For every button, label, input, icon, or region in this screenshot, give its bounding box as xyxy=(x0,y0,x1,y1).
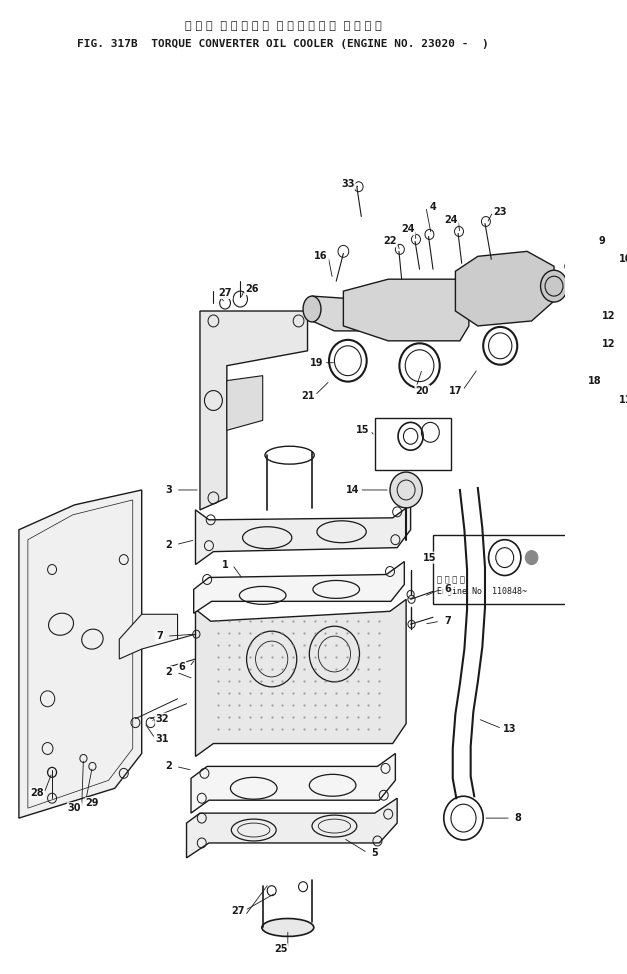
Text: 28: 28 xyxy=(30,788,44,799)
Text: 29: 29 xyxy=(86,798,99,808)
Polygon shape xyxy=(200,311,307,509)
Text: 18: 18 xyxy=(587,376,601,386)
Text: 3: 3 xyxy=(166,485,172,495)
Text: 5: 5 xyxy=(371,848,378,858)
Text: 6: 6 xyxy=(444,584,451,594)
Text: 適 用 号 機: 適 用 号 機 xyxy=(436,576,465,584)
Text: 20: 20 xyxy=(416,386,429,395)
Polygon shape xyxy=(191,754,396,813)
Text: 31: 31 xyxy=(155,733,169,743)
Text: 27: 27 xyxy=(218,288,232,298)
Text: 25: 25 xyxy=(274,945,287,955)
Text: 19: 19 xyxy=(310,357,324,368)
Text: 2: 2 xyxy=(166,540,172,549)
Bar xyxy=(375,419,451,470)
Text: 7: 7 xyxy=(156,631,163,641)
Ellipse shape xyxy=(540,270,567,302)
Text: 24: 24 xyxy=(401,224,414,235)
Text: 2: 2 xyxy=(166,667,172,677)
Text: 17: 17 xyxy=(449,386,462,395)
Text: 6: 6 xyxy=(179,662,186,672)
Polygon shape xyxy=(196,505,411,565)
Text: 4: 4 xyxy=(429,202,436,211)
Circle shape xyxy=(525,550,538,565)
Text: 30: 30 xyxy=(68,804,82,813)
Text: 21: 21 xyxy=(301,391,314,400)
Text: 9: 9 xyxy=(598,237,605,246)
Text: 10: 10 xyxy=(619,254,627,264)
Text: 23: 23 xyxy=(493,206,507,216)
Polygon shape xyxy=(194,562,404,614)
Text: FIG. 317B  TORQUE CONVERTER OIL COOLER (ENGINE NO. 23020 -  ): FIG. 317B TORQUE CONVERTER OIL COOLER (E… xyxy=(78,39,489,49)
Text: 1: 1 xyxy=(222,559,228,570)
Text: 24: 24 xyxy=(444,214,458,225)
Polygon shape xyxy=(196,599,406,757)
Text: 16: 16 xyxy=(314,251,328,261)
Text: 15: 15 xyxy=(356,426,370,435)
Polygon shape xyxy=(455,251,554,326)
Polygon shape xyxy=(227,376,263,431)
Text: 8: 8 xyxy=(515,813,522,823)
Polygon shape xyxy=(344,280,469,341)
Ellipse shape xyxy=(262,918,314,936)
Text: 14: 14 xyxy=(345,485,359,495)
Polygon shape xyxy=(119,615,177,659)
Bar xyxy=(433,535,566,604)
Text: ト ル ク  コ ン バ ー タ  オ イ ル ク ー ラ  適 用 号 機: ト ル ク コ ン バ ー タ オ イ ル ク ー ラ 適 用 号 機 xyxy=(185,20,382,30)
Text: 32: 32 xyxy=(155,714,169,724)
Text: 22: 22 xyxy=(383,237,397,246)
Text: 7: 7 xyxy=(444,617,451,626)
Text: 13: 13 xyxy=(502,724,516,733)
Polygon shape xyxy=(186,799,397,858)
Text: 2: 2 xyxy=(166,762,172,771)
Text: 12: 12 xyxy=(602,311,616,321)
Polygon shape xyxy=(312,296,379,331)
Text: 12: 12 xyxy=(602,339,616,349)
Text: 27: 27 xyxy=(231,906,245,916)
Circle shape xyxy=(390,472,422,507)
Text: Engine No. 110848~: Engine No. 110848~ xyxy=(436,587,527,596)
Text: 15: 15 xyxy=(423,552,436,563)
Text: 33: 33 xyxy=(341,179,355,189)
Ellipse shape xyxy=(303,296,321,322)
Text: 11: 11 xyxy=(619,395,627,405)
Text: 26: 26 xyxy=(245,284,259,294)
Polygon shape xyxy=(19,490,142,818)
